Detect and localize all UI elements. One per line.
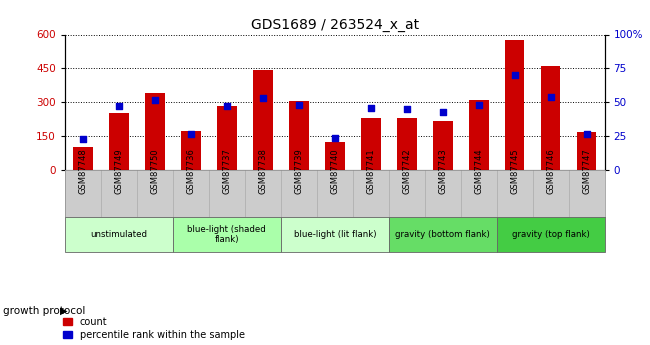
Bar [497,217,604,252]
Bar [181,131,201,170]
Point [365,105,376,111]
Text: blue-light (shaded
flank): blue-light (shaded flank) [187,225,266,244]
Text: GSM87736: GSM87736 [187,148,196,194]
Text: GSM87750: GSM87750 [150,148,159,194]
Point [581,131,592,136]
Bar [281,217,389,252]
Text: growth protocol: growth protocol [3,306,86,315]
Bar [289,101,309,170]
Text: GSM87742: GSM87742 [402,148,411,194]
Text: GSM87739: GSM87739 [294,148,304,194]
Point [510,72,520,78]
Legend: count, percentile rank within the sample: count, percentile rank within the sample [63,317,245,340]
Point [114,104,124,109]
Bar [217,106,237,170]
Text: GSM87743: GSM87743 [438,148,447,194]
Bar [253,70,273,170]
Text: gravity (top flank): gravity (top flank) [512,230,590,239]
Point [78,136,88,142]
Text: GSM87747: GSM87747 [582,148,591,194]
Point [330,135,340,140]
Text: unstimulated: unstimulated [90,230,148,239]
Bar [65,217,173,252]
Text: GSM87748: GSM87748 [79,148,88,194]
Point [545,94,556,100]
Bar [361,118,381,170]
Bar [469,100,489,170]
Point [473,102,484,108]
Bar [109,112,129,170]
Point [257,96,268,101]
Text: GSM87737: GSM87737 [222,148,231,194]
Text: GSM87745: GSM87745 [510,148,519,194]
Bar [577,132,597,170]
Point [294,102,304,108]
Point [222,104,232,109]
Point [437,109,448,115]
Text: GSM87744: GSM87744 [474,148,483,194]
Bar [541,66,560,170]
Text: gravity (bottom flank): gravity (bottom flank) [395,230,490,239]
Text: GSM87746: GSM87746 [546,148,555,194]
Text: GSM87749: GSM87749 [114,148,124,194]
Title: GDS1689 / 263524_x_at: GDS1689 / 263524_x_at [251,18,419,32]
Bar [325,142,344,170]
Bar [73,147,93,170]
Bar [504,40,525,170]
Bar [433,120,452,170]
Bar [173,217,281,252]
Bar [145,93,165,170]
Point [186,131,196,136]
Point [150,97,160,102]
Text: GSM87740: GSM87740 [330,148,339,194]
Text: ▶: ▶ [60,306,68,315]
Text: blue-light (lit flank): blue-light (lit flank) [294,230,376,239]
Point [402,107,412,112]
Bar [396,118,417,170]
Text: GSM87738: GSM87738 [258,148,267,194]
Text: GSM87741: GSM87741 [366,148,375,194]
Bar [389,217,497,252]
